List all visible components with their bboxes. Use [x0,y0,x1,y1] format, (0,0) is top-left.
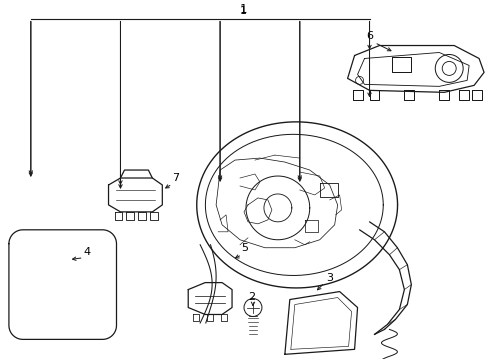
Text: 1: 1 [240,6,246,15]
Text: 2: 2 [248,292,256,302]
Text: 1: 1 [239,3,247,16]
Text: 7: 7 [172,173,179,183]
Text: 6: 6 [366,31,373,41]
Text: 4: 4 [83,247,90,257]
Text: 5: 5 [242,243,248,253]
Text: 3: 3 [326,273,333,283]
